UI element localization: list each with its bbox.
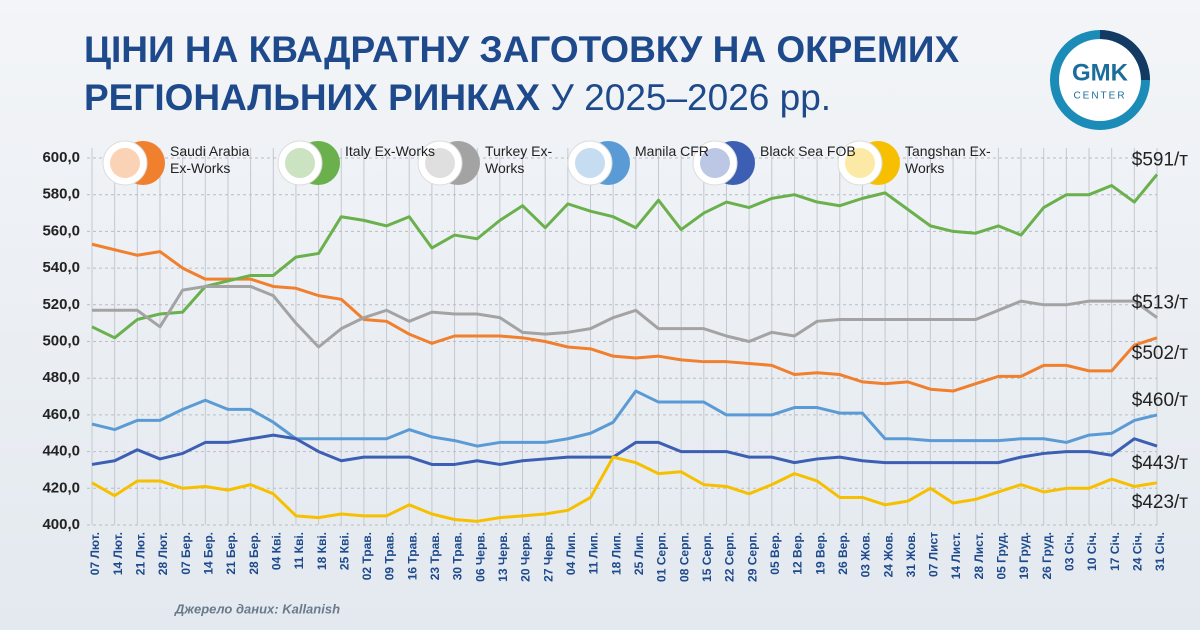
x-tick-label: 16 Трав. <box>405 532 419 580</box>
x-tick-label: 31 Жов. <box>904 532 918 577</box>
x-tick-label: 26 Вер. <box>836 532 850 575</box>
end-label: $591/т <box>1132 150 1189 171</box>
x-tick-label: 18 Лип. <box>609 532 623 575</box>
y-tick-label: 600,0 <box>42 149 80 166</box>
x-tick-label: 03 Жов. <box>859 532 873 577</box>
legend-label: Italy Ex-Works <box>345 143 435 159</box>
x-tick-label: 03 Січ. <box>1063 532 1077 571</box>
logo-bottom: CENTER <box>1073 91 1126 102</box>
series-line <box>91 455 1158 523</box>
x-tick-label: 07 Лист <box>927 532 941 577</box>
x-tick-label: 01 Серп. <box>655 532 669 582</box>
x-tick-label: 05 Груд. <box>995 532 1009 580</box>
series-line <box>91 433 1158 466</box>
end-label: $513/т <box>1132 293 1189 314</box>
legend-flag <box>417 140 463 186</box>
logo-top: GMK <box>1072 59 1129 86</box>
x-tick-label: 22 Серп. <box>723 532 737 582</box>
x-tick-label: 31 Січ. <box>1153 532 1167 571</box>
logo-inner <box>1059 39 1141 121</box>
x-tick-label: 19 Груд. <box>1017 532 1031 580</box>
legend-label: Saudi Arabia Ex-Works <box>170 143 250 176</box>
x-tick-label: 23 Трав. <box>428 532 442 580</box>
logo-arc <box>1100 30 1150 80</box>
subtitle: У 2025–2026 рр. <box>550 77 832 118</box>
x-tick-label: 20 Черв. <box>519 532 533 582</box>
x-tick-label: 11 Кві. <box>292 532 306 569</box>
x-tick-label: 06 Черв. <box>473 532 487 582</box>
x-tick-label: 04 Кві. <box>269 532 283 570</box>
x-tick-label: 24 Жов. <box>881 532 895 577</box>
legend-flag-inner <box>845 148 875 178</box>
legend-flag <box>567 140 613 186</box>
y-tick-label: 500,0 <box>42 332 80 349</box>
legend-flag-inner <box>425 148 455 178</box>
x-tick-label: 12 Вер. <box>791 532 805 575</box>
x-tick-label: 21 Бер. <box>224 532 238 575</box>
y-tick-label: 480,0 <box>42 369 80 386</box>
series-line <box>91 389 1158 448</box>
end-label: $443/т <box>1132 453 1189 474</box>
x-tick-label: 04 Лип. <box>564 532 578 575</box>
legend-label: Black Sea FOB <box>760 143 856 159</box>
x-tick-label: 14 Лист. <box>949 532 963 579</box>
x-tick-label: 09 Трав. <box>383 532 397 580</box>
x-tick-label: 25 Лип. <box>632 532 646 575</box>
x-tick-label: 19 Вер. <box>813 532 827 575</box>
x-tick-label: 07 Лют. <box>88 532 102 575</box>
legend-flag <box>277 140 323 186</box>
x-tick-label: 28 Лист. <box>972 532 986 579</box>
end-label: $423/т <box>1132 492 1189 513</box>
y-tick-label: 520,0 <box>42 296 80 313</box>
legend-flag-inner <box>110 148 140 178</box>
x-tick-label: 30 Трав. <box>451 532 465 580</box>
title-text: ЦІНИ НА КВАДРАТНУ ЗАГОТОВКУ НА ОКРЕМИХ Р… <box>84 29 960 118</box>
x-tick-label: 18 Кві. <box>315 532 329 570</box>
legend-flag <box>837 140 883 186</box>
legend-flag-inner <box>285 148 315 178</box>
x-tick-label: 28 Лют. <box>156 532 170 575</box>
legend-label: Turkey Ex-Works <box>485 143 553 176</box>
x-tick-label: 27 Черв. <box>541 532 555 582</box>
x-tick-label: 29 Серп. <box>745 532 759 582</box>
x-tick-label: 24 Січ. <box>1131 532 1145 571</box>
x-tick-label: 14 Лют. <box>111 532 125 575</box>
end-label: $460/т <box>1132 390 1189 411</box>
title: ЦІНИ НА КВАДРАТНУ ЗАГОТОВКУ НА ОКРЕМИХ Р… <box>84 26 964 122</box>
x-tick-label: 17 Січ. <box>1108 532 1122 571</box>
x-tick-label: 11 Лип. <box>587 532 601 574</box>
x-tick-label: 02 Трав. <box>360 532 374 580</box>
legend-flag <box>102 140 148 186</box>
x-tick-label: 05 Вер. <box>768 532 782 575</box>
y-tick-label: 560,0 <box>42 222 80 239</box>
y-tick-label: 420,0 <box>42 479 80 496</box>
y-tick-label: 580,0 <box>42 186 80 203</box>
source: Джерело даних: Kallanish <box>174 601 340 616</box>
x-tick-label: 08 Серп. <box>677 532 691 582</box>
x-tick-label: 14 Бер. <box>201 532 215 575</box>
end-label: $502/т <box>1132 343 1189 364</box>
x-tick-label: 10 Січ. <box>1085 532 1099 571</box>
series-line <box>91 173 1159 340</box>
series-line <box>92 284 1158 349</box>
x-tick-label: 21 Лют. <box>133 532 147 575</box>
y-tick-label: 400,0 <box>42 516 80 533</box>
y-tick-label: 460,0 <box>42 406 80 423</box>
legend-label: Manila CFR <box>635 143 709 159</box>
y-tick-label: 540,0 <box>42 259 80 276</box>
legend-flag-inner <box>575 148 605 178</box>
y-tick-label: 440,0 <box>42 443 80 460</box>
x-tick-label: 28 Бер. <box>247 532 261 575</box>
legend-flag <box>692 140 738 186</box>
x-tick-label: 26 Груд. <box>1040 532 1054 580</box>
series-line <box>91 242 1158 393</box>
x-tick-label: 15 Серп. <box>700 532 714 582</box>
x-tick-label: 25 Кві. <box>337 532 351 570</box>
legend-label: Tangshan Ex-Works <box>905 143 991 176</box>
x-tick-label: 07 Бер. <box>179 532 193 575</box>
legend-flag-inner <box>700 148 730 178</box>
x-tick-label: 13 Черв. <box>496 532 510 582</box>
